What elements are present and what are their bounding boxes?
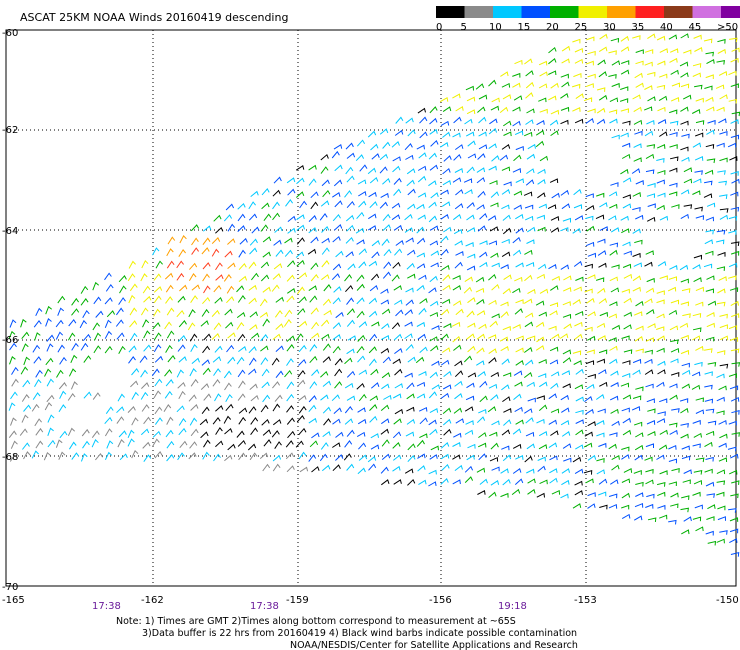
lat-label-62: -62 <box>2 125 18 136</box>
legend-swatch <box>578 6 607 18</box>
legend-swatch <box>550 6 579 18</box>
lat-label-60: -60 <box>2 28 18 39</box>
pass-times: 17:38 17:38 19:18 <box>92 601 527 612</box>
lon-label-150: -150 <box>716 595 739 606</box>
legend-swatch <box>635 6 664 18</box>
lon-label-159: -159 <box>286 595 309 606</box>
legend-swatch <box>607 6 636 18</box>
legend-label: 5 <box>461 22 467 33</box>
lon-label-153: -153 <box>574 595 597 606</box>
time-label-2: 17:38 <box>250 601 279 612</box>
legend-label: 15 <box>518 22 531 33</box>
legend-label: >50 knots <box>717 22 740 33</box>
legend-swatch <box>692 6 721 18</box>
note-line-2: 3)Data buffer is 22 hrs from 20160419 4)… <box>142 628 577 639</box>
note-line-1: Note: 1) Times are GMT 2)Times along bot… <box>116 616 516 627</box>
legend-swatch <box>436 6 465 18</box>
wind-speed-legend: 0 5 10 15 20 25 30 35 40 45 >50 knots <box>436 6 740 33</box>
lat-label-70: -70 <box>2 582 18 593</box>
lon-label-162: -162 <box>141 595 164 606</box>
legend-swatch <box>721 6 740 18</box>
lat-label-66: -66 <box>2 335 18 346</box>
note-line-3: NOAA/NESDIS/Center for Satellite Applica… <box>290 640 578 650</box>
grid-lines <box>6 30 736 586</box>
legend-swatch <box>464 6 493 18</box>
time-label-3: 19:18 <box>498 601 527 612</box>
legend-label: 0 <box>436 22 442 33</box>
plot-frame <box>5 29 737 587</box>
wind-barbs <box>8 33 740 557</box>
lon-label-165: -165 <box>2 595 25 606</box>
latitude-labels: -60 -62 -64 -66 -68 -70 <box>2 28 18 593</box>
map-title: ASCAT 25KM NOAA Winds 20160419 descendin… <box>20 11 288 24</box>
lat-label-68: -68 <box>2 452 18 463</box>
longitude-labels: -165 -162 -159 -156 -153 -150 <box>2 595 739 606</box>
legend-label: 45 <box>689 22 702 33</box>
legend-label: 40 <box>660 22 673 33</box>
legend-swatch <box>493 6 522 18</box>
legend-label: 30 <box>603 22 616 33</box>
legend-swatch <box>664 6 693 18</box>
lat-label-64: -64 <box>2 226 18 237</box>
legend-label: 20 <box>546 22 559 33</box>
legend-swatch <box>521 6 550 18</box>
footnotes: Note: 1) Times are GMT 2)Times along bot… <box>116 616 578 650</box>
legend-label: 35 <box>632 22 645 33</box>
legend-label: 25 <box>575 22 588 33</box>
lon-label-156: -156 <box>429 595 452 606</box>
time-label-1: 17:38 <box>92 601 121 612</box>
legend-label: 10 <box>489 22 502 33</box>
